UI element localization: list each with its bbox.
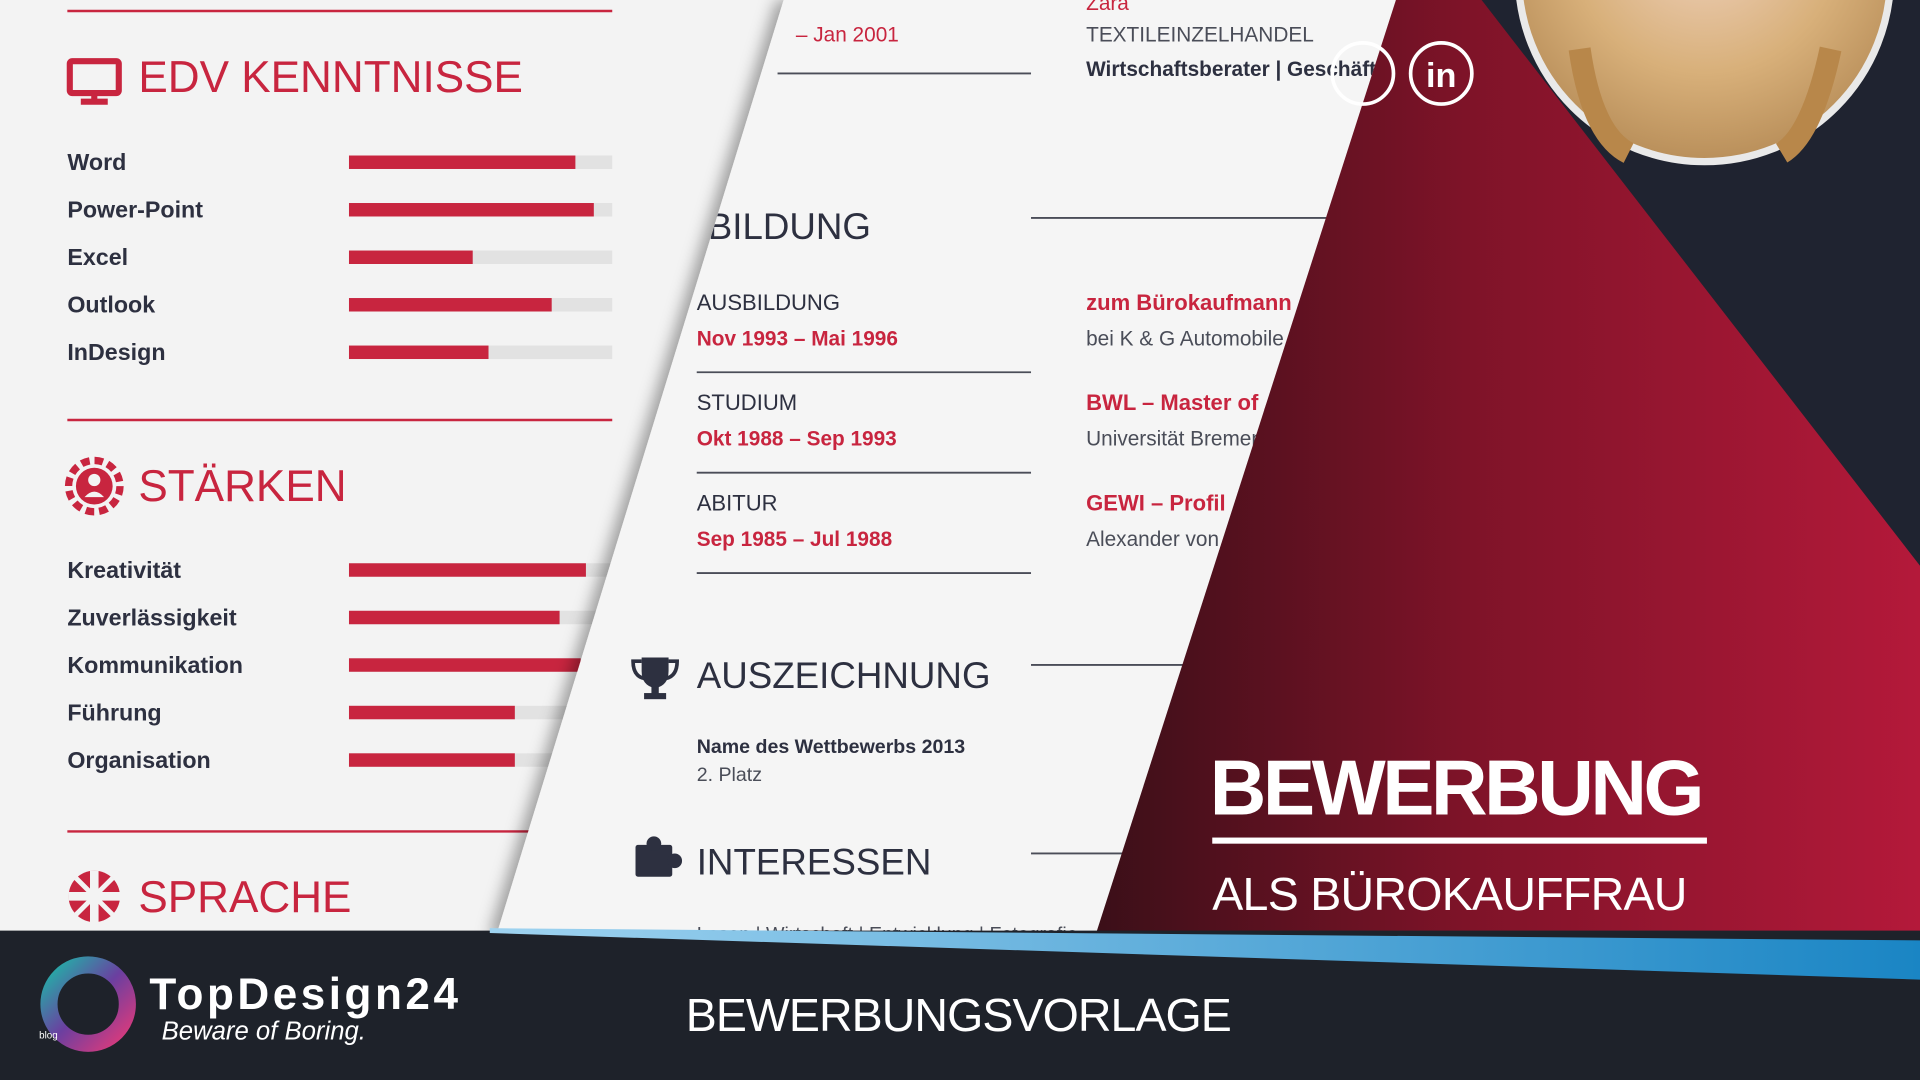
middle-content: – Jan 2001 Zara TEXTILEINZELHANDEL Wirtscha… xyxy=(631,0,1448,937)
trophy-icon xyxy=(631,657,679,700)
skill-bar xyxy=(348,345,489,360)
skill-bar xyxy=(348,250,473,264)
entry-title: STUDIUM xyxy=(697,390,797,415)
skill-bar xyxy=(348,298,552,312)
puzzle-icon xyxy=(635,836,683,877)
section-title: BILDUNG xyxy=(708,206,871,247)
award-place: 2. Platz xyxy=(697,764,762,786)
skill-label: Outlook xyxy=(67,292,155,318)
entry-title: ABITUR xyxy=(697,491,778,516)
entry-detail: zum Bürokaufmann xyxy=(1086,290,1292,315)
social-label: in xyxy=(1426,57,1456,95)
social-icon[interactable] xyxy=(1330,41,1396,106)
cover-subtitle: ALS BÜROKAUFFRAU xyxy=(1212,868,1687,920)
section-title: INTERESSEN xyxy=(697,841,932,882)
skill-bar xyxy=(348,563,586,577)
flag-icon xyxy=(68,870,120,923)
job-date: – Jan 2001 xyxy=(796,24,899,47)
entry-place: bei K & G Automobile xyxy=(1086,327,1284,350)
job-branch: TEXTILEINZELHANDEL xyxy=(1086,24,1314,47)
logo-mark xyxy=(40,956,136,1052)
skill-label: Führung xyxy=(67,699,161,725)
footer-label: BEWERBUNGSVORLAGE xyxy=(686,989,1235,1041)
job-role: Wirtschaftsberater | Geschäftsführer xyxy=(1086,58,1448,81)
entry-place: Universität Bremen xyxy=(1086,428,1263,451)
title-underline xyxy=(1212,837,1707,844)
entry-date: Okt 1988 – Sep 1993 xyxy=(697,428,897,451)
cover-triangle xyxy=(1481,0,1920,566)
section-title: EDV KENNTNISSE xyxy=(138,53,523,102)
entry-date: Sep 1985 – Jul 1988 xyxy=(697,528,892,551)
award-name: Name des Wettbewerbs 2013 xyxy=(697,736,966,758)
cover-title: BEWERBUNG xyxy=(1210,743,1705,831)
monitor-icon xyxy=(66,58,122,105)
skill-label: Kommunikation xyxy=(67,652,243,678)
skill-bar xyxy=(348,155,576,169)
cover-page: in BEWERBUNG ALS BÜROKAUFFRAU xyxy=(1092,0,1920,946)
job-company: Zara xyxy=(1086,0,1129,15)
entry-title: AUSBILDUNG xyxy=(697,290,840,315)
section-title: STÄRKEN xyxy=(138,462,346,511)
entry-date: Nov 1993 – Mai 1996 xyxy=(697,327,898,350)
tagline: Beware of Boring. xyxy=(162,1018,366,1046)
skill-label: Word xyxy=(67,149,126,175)
skill-bar xyxy=(348,705,515,720)
skill-label: InDesign xyxy=(67,339,165,365)
brand: TopDesign24 xyxy=(149,970,458,1019)
section-title: SPRACHE xyxy=(138,873,351,922)
linkedin-icon[interactable] xyxy=(1408,41,1474,106)
skill-bar xyxy=(348,658,581,672)
skill-bar xyxy=(348,753,515,767)
skill-bar xyxy=(348,203,594,217)
skill-label: Zuverlässigkeit xyxy=(67,604,237,630)
skill-label: Organisation xyxy=(67,747,210,773)
skill-label: Excel xyxy=(67,244,128,270)
entry-detail: GEWI – Profil xyxy=(1086,491,1226,516)
skill-label: Power-Point xyxy=(67,197,203,223)
skill-label: Kreativität xyxy=(67,557,181,583)
gear-icon xyxy=(64,456,124,516)
section-title: AUSZEICHNUNG xyxy=(697,655,991,696)
blog-label: blog xyxy=(39,1030,58,1041)
skill-bar xyxy=(348,610,560,625)
footer-stripe xyxy=(489,928,1920,980)
left-column: EDV KENNTNISSE Word Power-Point Excel Outloo… xyxy=(64,9,613,923)
portrait-hair xyxy=(1568,46,1842,163)
